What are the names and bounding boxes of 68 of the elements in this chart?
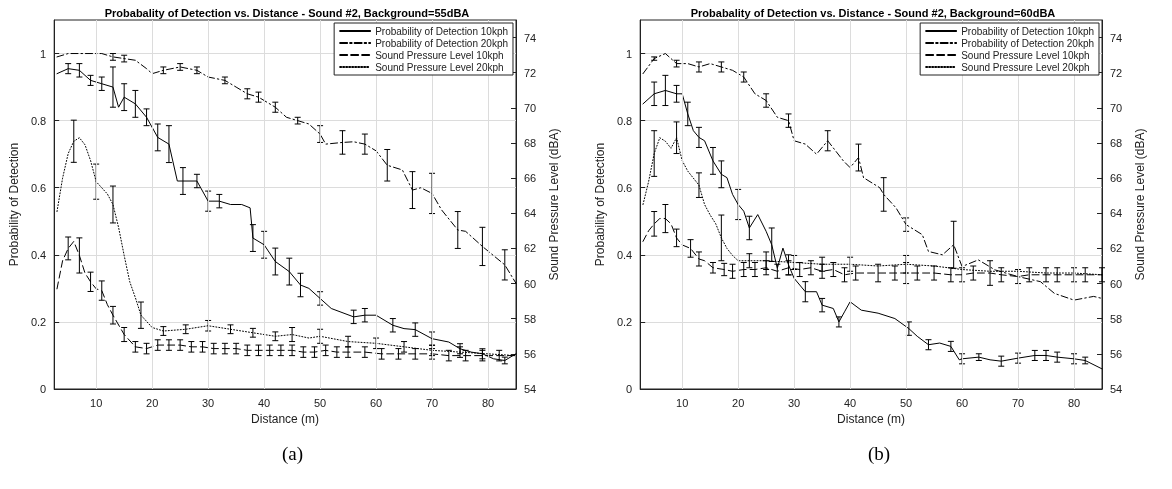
y2-tick-label: 56 — [524, 347, 537, 360]
y-tick-label: 0.6 — [30, 181, 47, 194]
y2-tick-label: 72 — [1110, 66, 1123, 79]
x-tick-label: 10 — [676, 396, 689, 409]
y2-tick-label: 70 — [524, 101, 537, 114]
y2-tick-label: 68 — [524, 137, 537, 149]
y-tick-label: 1 — [40, 47, 47, 60]
text: (b) — [868, 443, 891, 465]
x-tick-label: 40 — [257, 396, 271, 409]
y2-tick-label: 74 — [1110, 31, 1123, 44]
x-tick-label: 50 — [899, 396, 913, 409]
y-tick-label: 0.8 — [30, 114, 47, 127]
y2-tick-label: 56 — [1110, 347, 1123, 360]
legend-label: Probability of Detection 20kph — [961, 37, 1094, 49]
x-tick-label: 60 — [955, 396, 969, 409]
y-tick-label: 1 — [626, 47, 633, 60]
legend-label: Probability of Detection 10kph — [961, 25, 1094, 37]
y-tick-label: 0 — [40, 383, 47, 395]
y2-tick-label: 70 — [1110, 101, 1123, 114]
y-tick-label: 0.2 — [30, 315, 47, 328]
y2-tick-label: 74 — [524, 31, 537, 44]
x-axis-title: Distance (m) — [837, 411, 906, 426]
y2-axis-title: Sound Pressure Level (dBA) — [547, 128, 561, 281]
y2-tick-label: 64 — [524, 207, 537, 220]
y2-tick-label: 58 — [1110, 312, 1123, 325]
legend-label: Sound Pressure Level 10kph — [375, 49, 504, 61]
x-tick-label: 70 — [1011, 396, 1025, 409]
y2-tick-label: 60 — [524, 277, 537, 290]
legend-label: Sound Pressure Level 10kph — [961, 49, 1090, 61]
y-tick-label: 0.8 — [616, 114, 633, 127]
y2-tick-label: 62 — [524, 242, 537, 255]
chart-title: Probabality of Detection vs. Distance - Sound #2, Background=55dBA — [104, 6, 470, 19]
x-tick-label: 30 — [788, 396, 801, 409]
x-tick-label: 50 — [313, 396, 327, 409]
text: (a) — [282, 443, 304, 465]
y2-axis-title: Sound Pressure Level (dBA) — [1133, 128, 1147, 281]
y-axis-title: Probability of Detection — [7, 142, 21, 267]
y2-tick-label: 68 — [1110, 137, 1123, 149]
y2-tick-label: 54 — [1110, 383, 1123, 395]
x-tick-label: 80 — [1067, 396, 1081, 409]
x-tick-label: 20 — [146, 396, 159, 409]
chart-title: Probabality of Detection vs. Distance - Sound #2, Background=60dBA — [690, 6, 1056, 19]
y-tick-label: 0.6 — [616, 181, 633, 194]
y2-tick-label: 58 — [524, 312, 537, 325]
y2-tick-label: 66 — [1110, 172, 1123, 185]
x-tick-label: 40 — [843, 396, 857, 409]
y-tick-label: 0.4 — [30, 248, 47, 261]
y2-tick-label: 72 — [524, 66, 537, 79]
legend-label: Probability of Detection 10kph — [375, 25, 508, 37]
x-tick-label: 30 — [202, 396, 215, 409]
y2-tick-label: 54 — [524, 383, 537, 395]
legend-label: Probability of Detection 20kph — [375, 37, 508, 49]
x-tick-label: 60 — [369, 396, 383, 409]
y-tick-label: 0.2 — [616, 315, 633, 328]
y2-tick-label: 66 — [524, 172, 537, 185]
y-tick-label: 0 — [626, 383, 633, 395]
y2-tick-label: 62 — [1110, 242, 1123, 255]
x-tick-label: 70 — [425, 396, 439, 409]
x-tick-label: 80 — [481, 396, 495, 409]
legend-label: Sound Pressure Level 20kph — [375, 61, 504, 73]
legend-label: Sound Pressure Level 20kph — [961, 61, 1090, 73]
x-axis-title: Distance (m) — [251, 411, 320, 426]
y-axis-title: Probability of Detection — [593, 142, 607, 267]
y2-tick-label: 64 — [1110, 207, 1123, 220]
y2-tick-label: 60 — [1110, 277, 1123, 290]
x-tick-label: 20 — [732, 396, 745, 409]
y-tick-label: 0.4 — [616, 248, 633, 261]
x-tick-label: 10 — [90, 396, 103, 409]
